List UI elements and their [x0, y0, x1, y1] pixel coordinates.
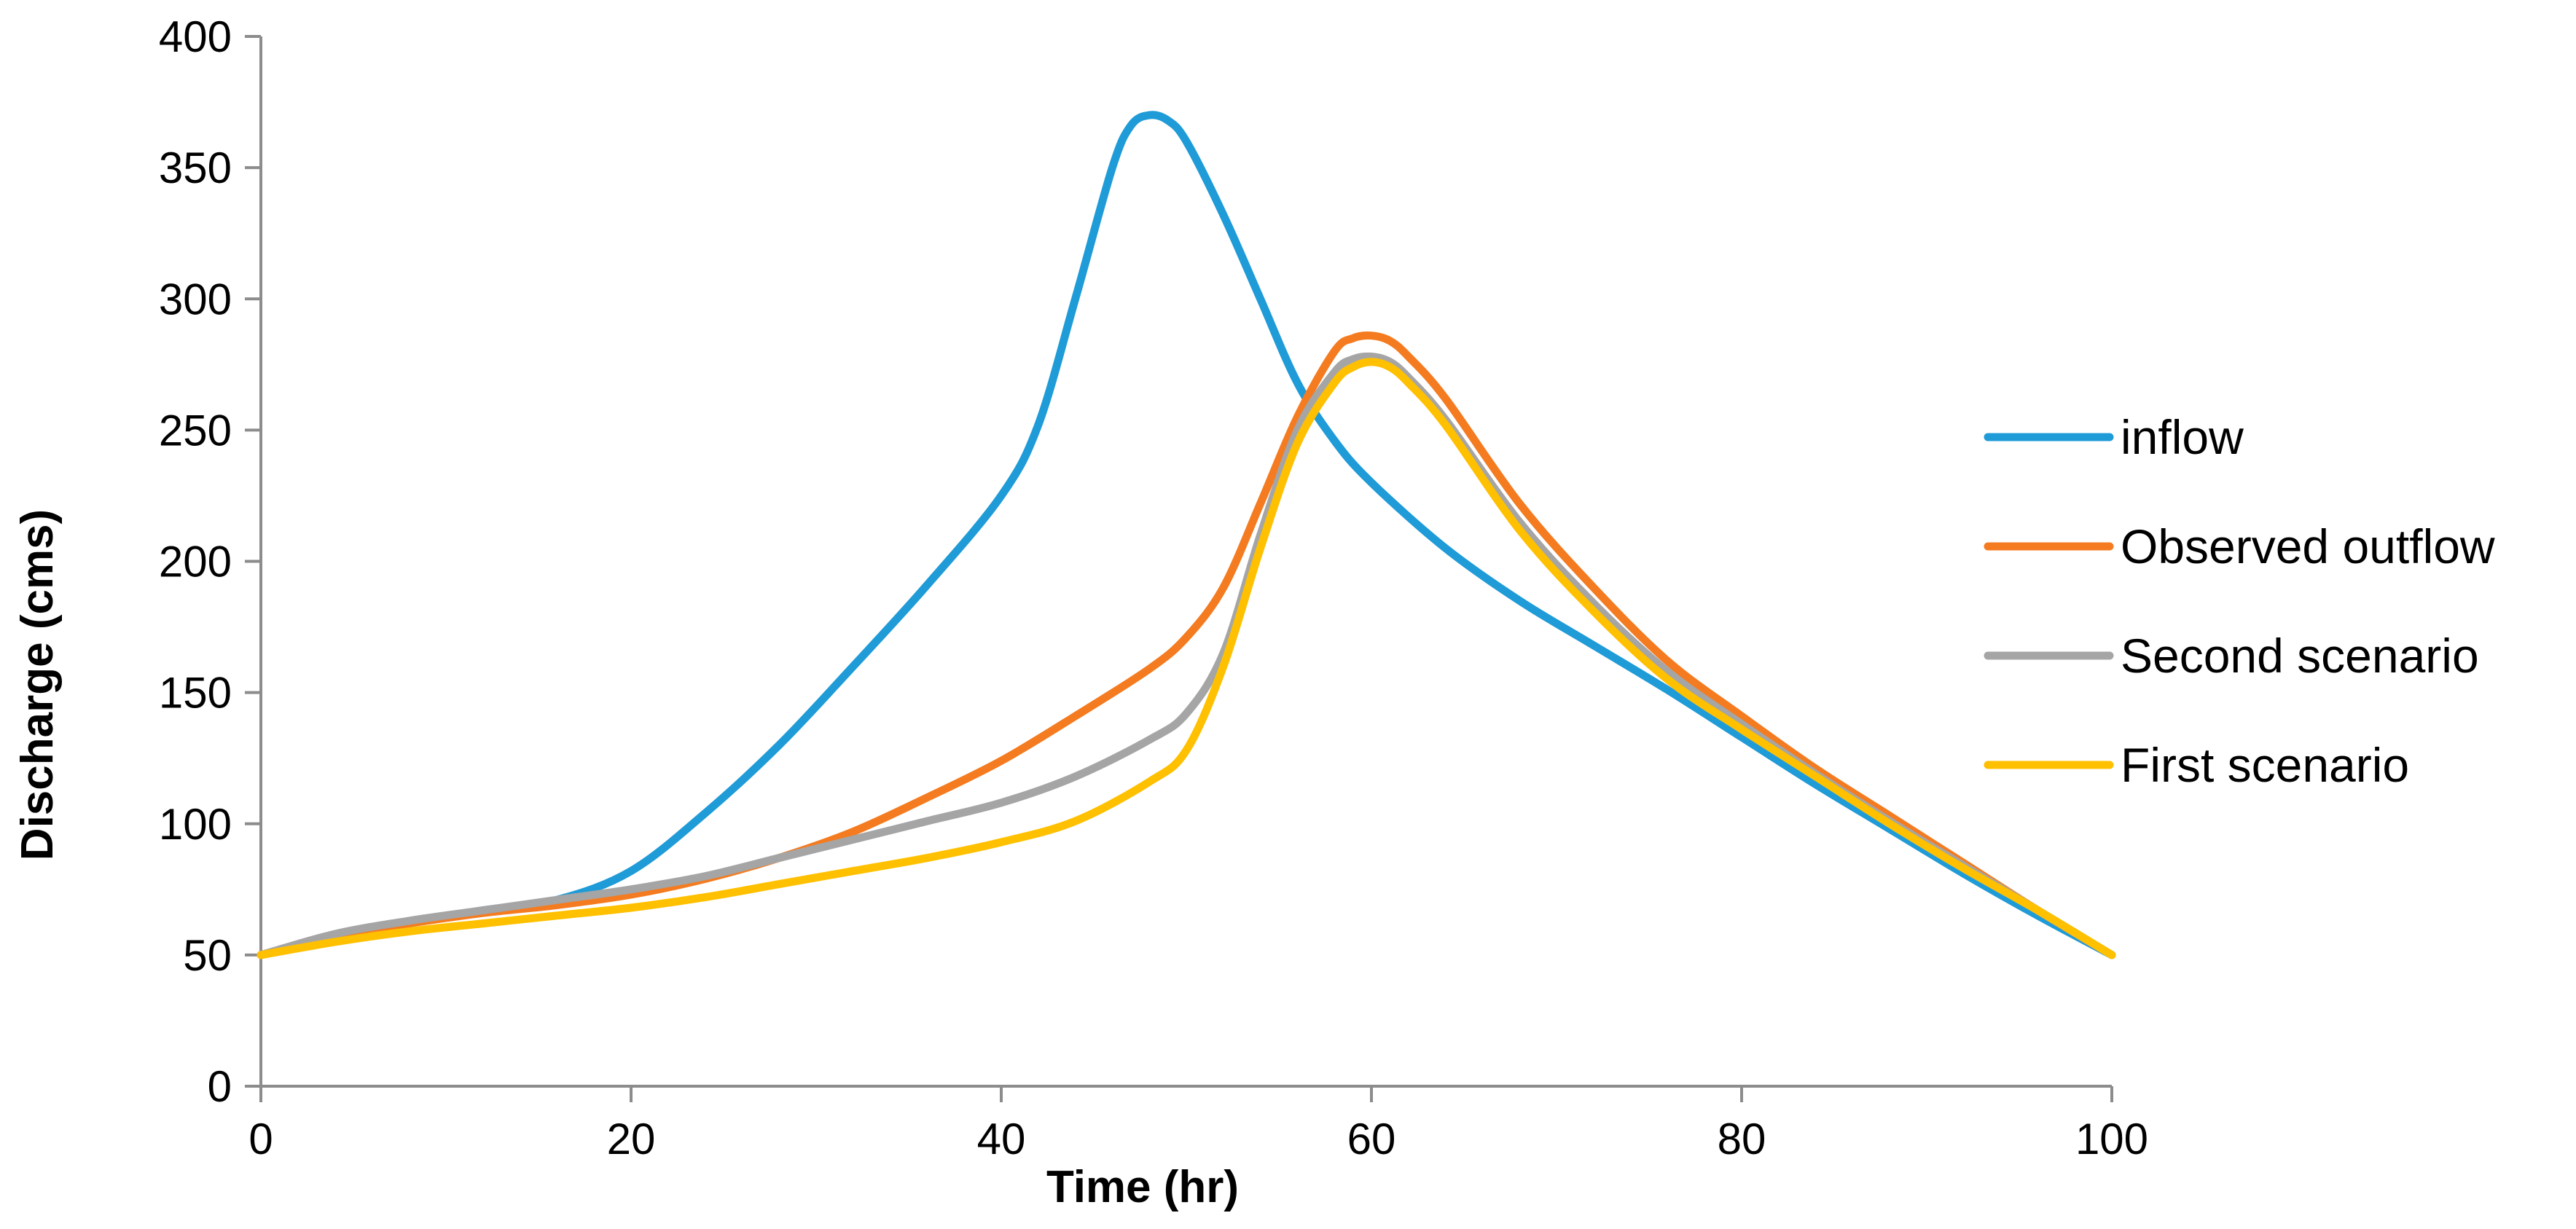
legend-label-observed-outflow: Observed outflow	[2121, 519, 2495, 573]
y-tick-label: 200	[159, 538, 232, 586]
axes: 0 50 100 150 200 250 300 350 400 0 20 40 60 80 100	[159, 12, 2148, 1163]
legend-label-second-scenario: Second scenario	[2121, 629, 2479, 683]
y-tick-label: 0	[208, 1062, 232, 1111]
x-tick-label: 80	[1718, 1115, 1766, 1163]
series-line-second-scenario	[257, 352, 2116, 959]
x-tick-label: 60	[1347, 1115, 1396, 1163]
legend-label-first-scenario: First scenario	[2121, 738, 2409, 792]
y-tick-label: 400	[159, 12, 232, 61]
y-tick-label: 350	[159, 144, 232, 192]
legend: inflow Observed outflow Second scenario Fir…	[1984, 410, 2495, 792]
x-axis-title: Time (hr)	[1046, 1162, 1239, 1212]
x-tick-label: 0	[248, 1115, 273, 1163]
x-tick-label: 100	[2075, 1115, 2148, 1163]
y-tick-label: 150	[159, 669, 232, 718]
x-tick-label: 20	[607, 1115, 656, 1163]
series-line-inflow	[257, 111, 2116, 959]
series-line-first-scenario	[257, 358, 2116, 959]
x-tick-label: 40	[977, 1115, 1026, 1163]
series-line-observed-outflow	[257, 331, 2116, 959]
y-axis-title: Discharge (cms)	[12, 509, 63, 860]
y-tick-label: 100	[159, 800, 232, 849]
y-tick-label: 250	[159, 406, 232, 455]
legend-label-inflow: inflow	[2121, 410, 2244, 464]
plot-series	[257, 111, 2116, 959]
y-tick-label: 50	[183, 931, 232, 980]
y-tick-label: 300	[159, 275, 232, 323]
